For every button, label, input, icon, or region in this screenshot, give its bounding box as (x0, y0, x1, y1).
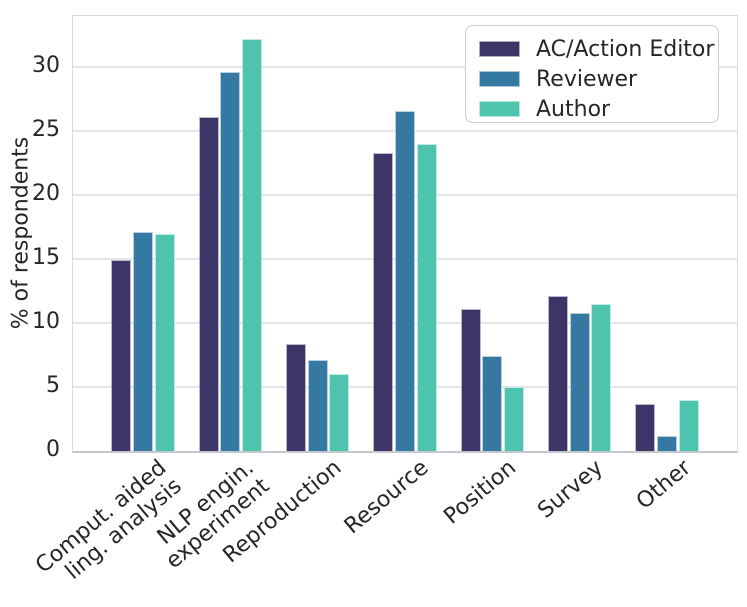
bar-author-0 (154, 233, 175, 451)
legend-swatch-icon (479, 101, 520, 117)
legend-item-ac-action-editor: AC/Action Editor (479, 34, 718, 64)
x-tick-label-5: Survey (533, 455, 609, 524)
bar-reviewer-0 (132, 232, 153, 451)
x-tick-label-3: Resource (340, 455, 434, 540)
bar-reviewer-3 (395, 110, 415, 451)
bar-author-2 (329, 374, 350, 451)
bar-ac-action-editor-4 (460, 309, 481, 451)
bar-reviewer-1 (220, 72, 241, 451)
legend-label: Reviewer (536, 66, 638, 92)
bar-reviewer-4 (482, 356, 503, 451)
bar-author-5 (591, 303, 612, 451)
y-tick-label-15: 15 (32, 245, 60, 271)
y-tick-label-25: 25 (32, 117, 60, 143)
legend-swatch-icon (479, 71, 520, 87)
bar-reviewer-2 (307, 360, 328, 451)
bar-ac-action-editor-1 (198, 117, 219, 451)
bar-ac-action-editor-6 (635, 403, 656, 451)
legend-item-author: Author (479, 94, 718, 124)
y-tick-label-10: 10 (32, 309, 60, 335)
legend: AC/Action Editor Reviewer Author (465, 25, 719, 123)
legend-label: AC/Action Editor (536, 36, 715, 62)
bar-ac-action-editor-2 (285, 343, 306, 451)
legend-swatch-icon (479, 41, 520, 57)
y-tick-label-0: 0 (46, 437, 60, 462)
bar-ac-action-editor-3 (373, 152, 394, 451)
y-axis-label: % of respondents (8, 136, 34, 330)
gridline-y-30 (73, 66, 737, 69)
legend-label: Author (536, 96, 611, 122)
x-tick-label-6: Other (631, 455, 696, 515)
bar-author-1 (241, 39, 262, 451)
bar-author-4 (504, 387, 525, 451)
bar-author-3 (416, 143, 437, 451)
bar-reviewer-5 (569, 312, 590, 451)
bar-author-6 (678, 399, 699, 451)
bar-ac-action-editor-5 (548, 296, 569, 451)
y-tick-label-30: 30 (32, 53, 60, 79)
bar-reviewer-6 (657, 435, 678, 451)
legend-item-reviewer: Reviewer (479, 64, 718, 94)
y-tick-label-20: 20 (32, 181, 60, 207)
y-tick-label-5: 5 (46, 373, 60, 399)
bar-ac-action-editor-0 (111, 260, 132, 451)
x-tick-label-4: Position (439, 455, 521, 530)
